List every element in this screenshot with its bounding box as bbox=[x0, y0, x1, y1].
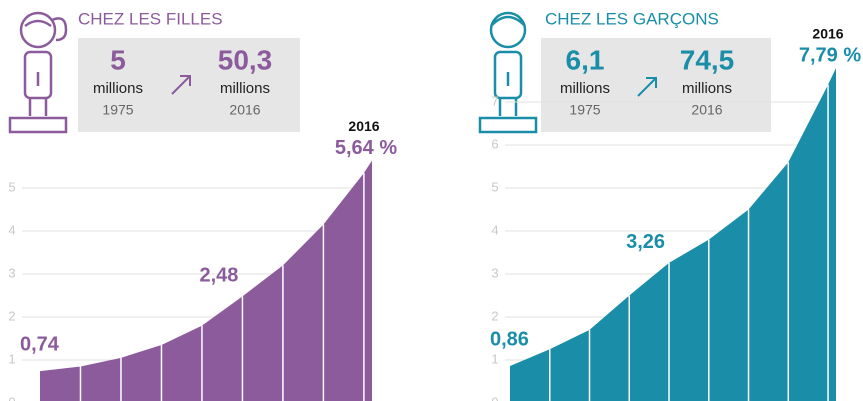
y-tick-label: 1 bbox=[8, 351, 15, 366]
girl-icon bbox=[8, 11, 68, 134]
value-label: 2,48 bbox=[200, 265, 239, 287]
y-tick-label: 5 bbox=[8, 179, 15, 194]
value-label: 0,74 bbox=[20, 333, 60, 355]
y-tick-label: 3 bbox=[8, 265, 15, 280]
y-tick-label: 3 bbox=[491, 265, 498, 280]
annotation: 2016 bbox=[348, 118, 379, 134]
arrow bbox=[171, 75, 191, 95]
stat-value: 5 bbox=[110, 44, 126, 75]
y-tick-label: 6 bbox=[491, 136, 498, 151]
stat-unit: millions bbox=[93, 80, 143, 97]
value-label: 3,26 bbox=[626, 231, 665, 253]
stat-year: 2016 bbox=[229, 102, 260, 118]
stat-unit: millions bbox=[560, 80, 610, 97]
value-label: 5,64 % bbox=[335, 137, 397, 159]
y-tick-label: 0 bbox=[491, 394, 498, 401]
y-tick-label: 4 bbox=[491, 222, 498, 237]
stat-unit: millions bbox=[682, 80, 732, 97]
annotation: 2016 bbox=[812, 26, 843, 42]
y-tick-label: 2 bbox=[8, 308, 15, 323]
stat-unit: millions bbox=[220, 80, 270, 97]
stat-value: 6,1 bbox=[566, 44, 605, 75]
y-tick-label: 4 bbox=[8, 222, 15, 237]
y-tick-label: 7 bbox=[491, 93, 498, 108]
value-label: 7,79 % bbox=[799, 44, 861, 66]
value-label: 0,86 bbox=[490, 328, 529, 350]
y-tick-label: 2 bbox=[491, 308, 498, 323]
chart-title: CHEZ LES GARÇONS bbox=[545, 9, 719, 28]
stat-value: 74,5 bbox=[680, 44, 735, 75]
boy-icon bbox=[478, 11, 538, 134]
arrow bbox=[637, 77, 657, 97]
y-tick-label: 1 bbox=[491, 351, 498, 366]
area bbox=[40, 160, 372, 401]
y-tick-label: 0 bbox=[8, 394, 15, 401]
stat-year: 2016 bbox=[691, 102, 722, 118]
y-tick-label: 5 bbox=[491, 179, 498, 194]
stat-value: 50,3 bbox=[218, 44, 273, 75]
stat-year: 1975 bbox=[569, 102, 600, 118]
area bbox=[510, 68, 836, 401]
chart-title: CHEZ LES FILLES bbox=[78, 9, 223, 28]
stat-year: 1975 bbox=[102, 102, 133, 118]
